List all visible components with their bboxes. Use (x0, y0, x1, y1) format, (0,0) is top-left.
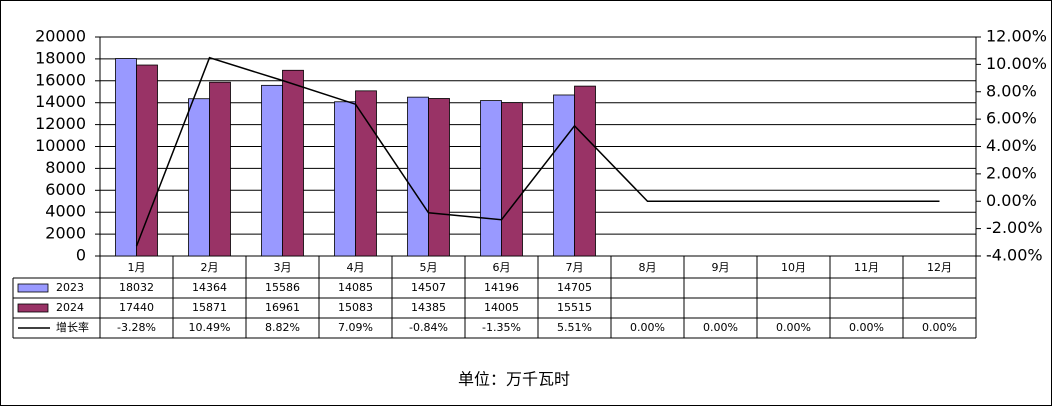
table-value: 18032 (119, 281, 154, 294)
x-tick-label: 4月 (347, 261, 365, 274)
table-value: -0.84% (409, 321, 448, 334)
growth-line (135, 56, 940, 247)
x-tick-label: 12月 (927, 261, 952, 274)
bar (209, 81, 231, 257)
x-tick-label: 6月 (493, 261, 511, 274)
y-tick-label: 10000 (35, 136, 86, 155)
table-value: 15871 (192, 301, 227, 314)
table-value: 14196 (484, 281, 519, 294)
legend-label: 2024 (56, 301, 84, 314)
y-tick-label: 8000 (45, 158, 86, 177)
y-tick-label: 4000 (45, 202, 86, 221)
bar (428, 98, 450, 257)
legend-label: 增长率 (56, 320, 89, 334)
legend-key (17, 303, 49, 313)
table-value: 0.00% (703, 321, 738, 334)
table-value: 0.00% (630, 321, 665, 334)
table-value: 15083 (338, 301, 373, 314)
bar (553, 94, 575, 257)
y2-tick-label: 10.00% (986, 54, 1047, 73)
y2-tick-label: -4.00% (986, 246, 1043, 265)
x-tick-label: 5月 (420, 261, 438, 274)
bar (282, 69, 304, 257)
y-tick-label: 2000 (45, 224, 86, 243)
bar (355, 90, 377, 257)
x-tick-label: 8月 (639, 261, 657, 274)
table-value: 0.00% (922, 321, 957, 334)
x-tick-label: 1月 (128, 261, 146, 274)
table-value: 10.49% (189, 321, 231, 334)
bar (407, 96, 429, 257)
table-value: 5.51% (557, 321, 592, 334)
x-tick-label: 7月 (566, 261, 584, 274)
table-value: 14507 (411, 281, 446, 294)
table-value: 17440 (119, 301, 154, 314)
y-tick-label: 0 (76, 246, 86, 265)
table-value: 14705 (557, 281, 592, 294)
x-tick-label: 9月 (712, 261, 730, 274)
bar (188, 98, 210, 257)
bar (501, 102, 523, 257)
x-tick-label: 10月 (781, 261, 806, 274)
table-value: 14385 (411, 301, 446, 314)
bar (136, 64, 158, 257)
x-tick-label: 11月 (854, 261, 879, 274)
table-value: 14005 (484, 301, 519, 314)
bar (261, 84, 283, 257)
table-value: 14085 (338, 281, 373, 294)
table-value: 14364 (192, 281, 227, 294)
unit-note: 单位：万千瓦时 (458, 370, 570, 389)
y2-tick-label: -2.00% (986, 218, 1043, 237)
table-value: 0.00% (849, 321, 884, 334)
y2-tick-label: 2.00% (986, 163, 1037, 182)
y-tick-label: 20000 (35, 27, 86, 46)
legend-key (17, 283, 49, 293)
x-tick-label: 2月 (201, 261, 219, 274)
table-value: -1.35% (482, 321, 521, 334)
y2-tick-label: 6.00% (986, 109, 1037, 128)
y2-tick-label: 4.00% (986, 136, 1037, 155)
table-value: 0.00% (776, 321, 811, 334)
table-value: 15515 (557, 301, 592, 314)
table-value: 15586 (265, 281, 300, 294)
table-value: -3.28% (117, 321, 156, 334)
y-tick-label: 14000 (35, 92, 86, 111)
y-tick-label: 16000 (35, 70, 86, 89)
bar (574, 85, 596, 257)
y2-tick-label: 8.00% (986, 81, 1037, 100)
legend-label: 2023 (56, 281, 84, 294)
y2-tick-label: 12.00% (986, 27, 1047, 46)
x-tick-label: 3月 (274, 261, 292, 274)
table-value: 8.82% (265, 321, 300, 334)
bar (115, 58, 137, 257)
bar (480, 100, 502, 257)
y2-tick-label: 0.00% (986, 191, 1037, 210)
bar (334, 101, 356, 257)
y-tick-label: 6000 (45, 180, 86, 199)
y-tick-label: 18000 (35, 48, 86, 67)
table-value: 16961 (265, 301, 300, 314)
y-tick-label: 12000 (35, 114, 86, 133)
table-value: 7.09% (338, 321, 373, 334)
